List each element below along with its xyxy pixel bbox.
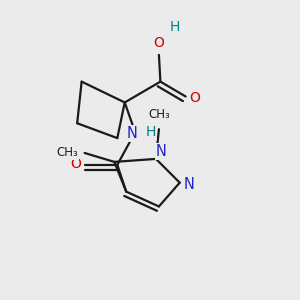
Text: CH₃: CH₃ <box>56 146 78 159</box>
Text: CH₃: CH₃ <box>148 108 170 122</box>
Text: H: H <box>146 124 156 139</box>
Text: N: N <box>184 177 195 192</box>
Text: N: N <box>126 126 137 141</box>
Text: N: N <box>156 144 167 159</box>
Text: O: O <box>189 91 200 105</box>
Text: O: O <box>153 36 164 50</box>
Text: H: H <box>170 20 181 34</box>
Text: O: O <box>70 157 81 171</box>
